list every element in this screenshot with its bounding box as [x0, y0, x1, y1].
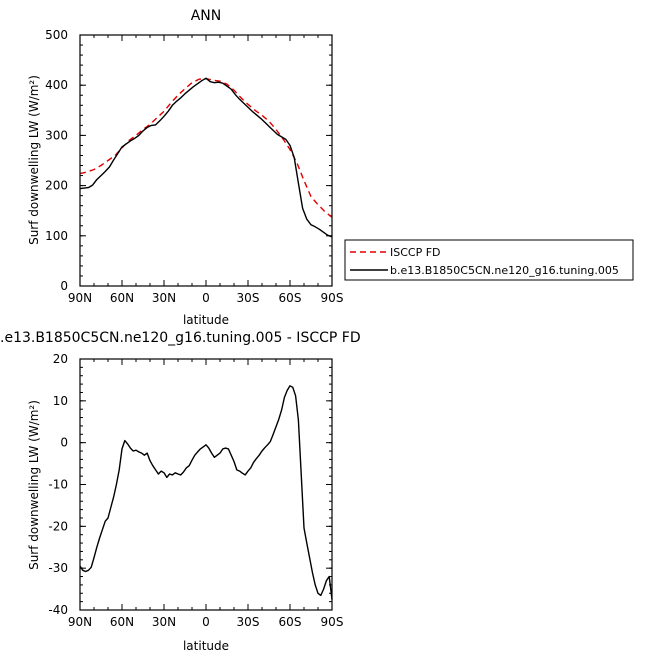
bottom-y-tick-label: -10 [48, 478, 68, 492]
top-y-tick-label: 300 [45, 128, 68, 142]
bottom-y-tick-label: -20 [48, 519, 68, 533]
bottom-plot-frame [79, 358, 333, 611]
top-y-axis-label: Surf downwelling LW (W/m²) [27, 75, 41, 245]
bottom-x-tick-label: 60S [279, 615, 302, 629]
bottom-y-tick-label: -40 [48, 603, 68, 617]
top-series-lines [79, 77, 333, 238]
bottom-panel: .e13.B1850C5CN.ne120_g16.tuning.005 - IS… [0, 330, 361, 653]
bottom-series-lines [79, 385, 333, 600]
bottom-y-tick-label: -30 [48, 561, 68, 575]
top-x-tick-label: 60N [110, 291, 134, 305]
bottom-x-axis-label: latitude [183, 639, 229, 653]
bottom-y-axis-label: Surf downwelling LW (W/m²) [27, 400, 41, 570]
top-chart-title: ANN [191, 8, 222, 24]
top-x-axis-label: latitude [183, 313, 229, 327]
legend-label-isccp: ISCCP FD [390, 246, 441, 259]
bottom-series-line-0 [79, 385, 333, 600]
top-series-line-1 [79, 77, 333, 238]
bottom-y-tick-label: 10 [53, 394, 68, 408]
top-y-tick-label: 400 [45, 78, 68, 92]
top-x-tick-label: 0 [202, 291, 210, 305]
top-x-tick-label: 30S [237, 291, 260, 305]
bottom-x-tick-label: 90S [321, 615, 344, 629]
bottom-x-tick-label: 30S [237, 615, 260, 629]
top-y-tick-label: 100 [45, 229, 68, 243]
top-panel: ANN 90N 60N 30N 0 30S 60S 90S0100200300400500 … [27, 8, 634, 327]
bottom-x-tick-label: 0 [202, 615, 210, 629]
bottom-chart-title: .e13.B1850C5CN.ne120_g16.tuning.005 - IS… [0, 330, 361, 346]
top-x-tick-label: 90N [68, 291, 92, 305]
legend-label-model: b.e13.B1850C5CN.ne120_g16.tuning.005 [390, 264, 619, 277]
top-x-tick-label: 90S [321, 291, 344, 305]
top-y-tick-label: 0 [60, 279, 68, 293]
bottom-ticks: 90N 60N 30N 0 30S 60S 90S -40 -30 -20 -10 0 10 20 [48, 352, 343, 629]
legend-box [344, 239, 634, 281]
bottom-y-tick-label: 20 [53, 352, 68, 366]
bottom-x-tick-label: 30N [152, 615, 176, 629]
bottom-x-tick-label: 60N [110, 615, 134, 629]
top-y-tick-label: 200 [45, 179, 68, 193]
legend-entry-model: b.e13.B1850C5CN.ne120_g16.tuning.005 [350, 264, 619, 277]
legend: ISCCP FD b.e13.B1850C5CN.ne120_g16.tunin… [344, 239, 634, 281]
top-x-tick-label: 60S [279, 291, 302, 305]
top-x-tick-label: 30N [152, 291, 176, 305]
top-plot-frame [79, 34, 333, 287]
bottom-y-tick-label: 0 [60, 436, 68, 450]
bottom-x-tick-label: 90N [68, 615, 92, 629]
top-y-tick-label: 500 [45, 28, 68, 42]
top-series-line-0 [79, 77, 333, 218]
legend-entry-isccp: ISCCP FD [350, 246, 441, 259]
